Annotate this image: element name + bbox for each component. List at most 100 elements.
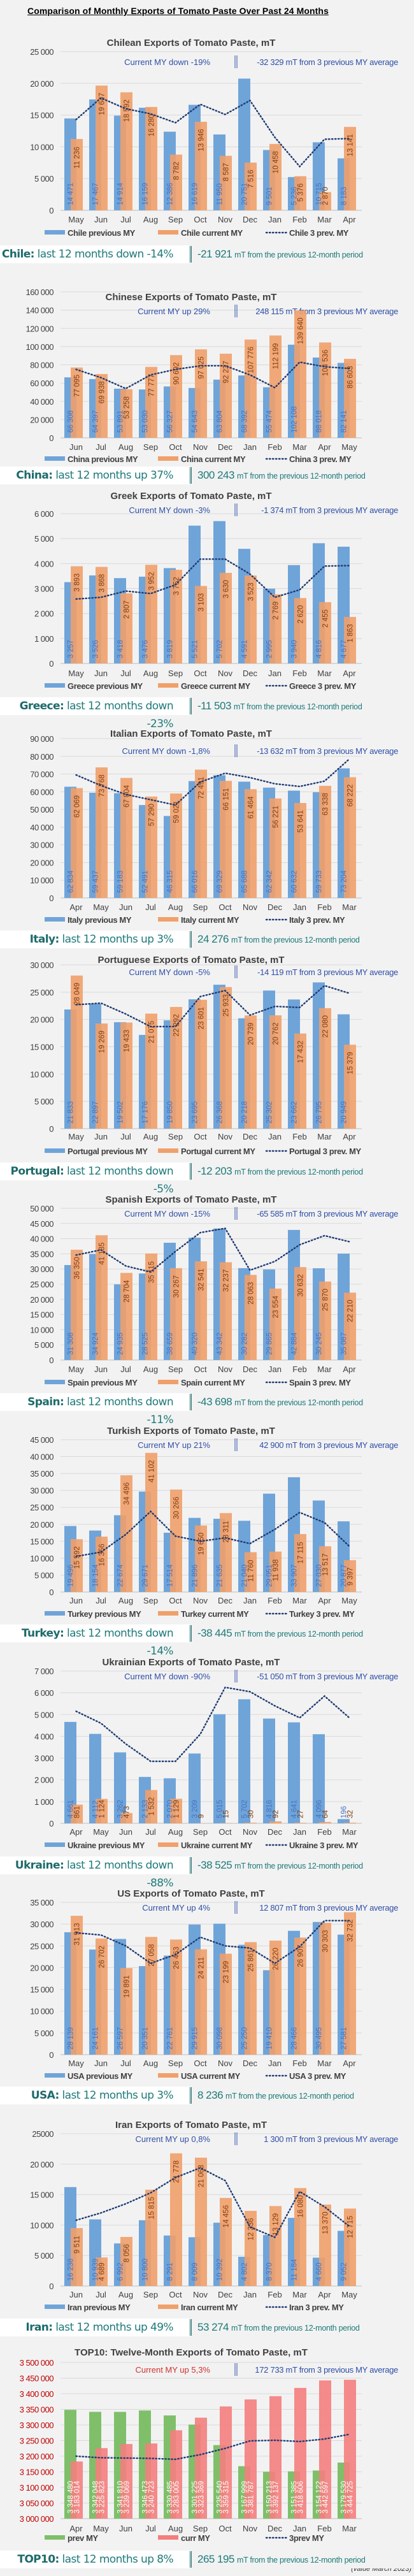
y-tick-label: 60 000 [30, 787, 54, 797]
bar-current-my [170, 793, 182, 898]
x-tick-label: Apr [343, 669, 356, 678]
bar-current-my [120, 1022, 132, 1129]
chart-panel-ukraine: Ukrainian Exports of Tomato Paste, mT 0 1 … [0, 1647, 414, 1856]
y-tick-label: 5 000 [34, 534, 54, 544]
legend-current-my: Greece current MY [158, 681, 251, 691]
x-tick-label: Jan [293, 902, 306, 912]
chart-usa: US Exports of Tomato Paste, mT 0 5 000 10 0… [30, 1888, 398, 2081]
bar-current-my [294, 310, 306, 438]
bar-current-my [220, 2197, 232, 2286]
bar-label-current: 30 303 [322, 1930, 330, 1952]
bar-label-previous: 10 800 [142, 2259, 150, 2281]
y-tick-label: 4 000 [34, 559, 54, 568]
x-tick-label: Aug [143, 2059, 158, 2068]
y-tick-label: 5 000 [34, 1340, 54, 1350]
legend-swatch [158, 230, 178, 235]
summary-unit-text: mT from the previous 12-month period [236, 2556, 366, 2565]
summary-country: Chile: [1, 248, 35, 261]
line-3prev-my [75, 1227, 350, 1273]
summary-right: -12 203 mT from the previous 12-month per… [197, 1162, 363, 1180]
y-tick-label: 20 000 [30, 79, 54, 89]
summary-right: 300 243 mT from the previous 12-month per… [197, 467, 366, 484]
bar-label-previous: 28 139 [68, 2027, 75, 2050]
bar-current-my [319, 602, 331, 663]
bar-current-my [195, 349, 207, 438]
bar-label-previous: 40 320 [192, 1333, 199, 1355]
chart-title: Ukrainian Exports of Tomato Paste, mT [103, 1657, 280, 1668]
bar-label-current: 3 103 [198, 593, 206, 612]
bar-current-my [71, 1539, 83, 1592]
bar-label-previous: 2 133 [142, 1800, 150, 1818]
bar-current-my [170, 2430, 182, 2519]
summary-country: Spain: [27, 1396, 64, 1408]
bar-label-previous: 19 850 [167, 1101, 175, 1124]
bar-label-previous: 4 816 [316, 640, 324, 658]
note-right: -14 119 mT from 3 previous MY average [257, 967, 398, 977]
bar-label-current: 66 151 [223, 788, 231, 810]
chart-chile: Chilean Exports of Tomato Paste, mT 0 5 00… [30, 38, 398, 238]
legend-current-my: Ukraine current MY [158, 1841, 253, 1850]
line-3prev-my [75, 97, 350, 168]
summary-unit-text: mT from the previous 12-month period [231, 2324, 360, 2333]
x-tick-label: Jul [120, 215, 131, 224]
x-tick-label: Aug [168, 2524, 183, 2533]
bar-label-current: 26 463 [173, 1947, 181, 1969]
summary-chile: Chile: last 12 months down -14% -21 921 mT… [0, 245, 414, 263]
bar-label-previous: 23 662 [291, 1101, 299, 1124]
bar-current-my [71, 2228, 83, 2286]
note-left: Current MY down -5% [129, 967, 210, 977]
bar-label-previous: 16 619 [192, 183, 199, 205]
bar-label-previous: 34 924 [92, 1332, 100, 1355]
x-tick-label: Nov [243, 2524, 258, 2533]
bar-current-my [96, 1798, 108, 1823]
bar-current-my [344, 1292, 356, 1360]
summary-ukraine: Ukraine: last 12 months down -88% -38 525… [0, 1856, 414, 1890]
bar-label-previous: 73 204 [341, 870, 348, 893]
summary-right: 24 276 mT from the previous 12-month peri… [197, 930, 360, 948]
y-tick-label: 35 000 [30, 1249, 54, 1259]
summary-unit-text: mT from the previous 12-month period [234, 250, 363, 259]
legend-swatch [45, 2305, 65, 2309]
y-tick-label: 3 000 [34, 584, 54, 594]
bar-current-my [96, 373, 108, 438]
bar-current-my [96, 1235, 108, 1360]
bar-label-current: 13 946 [198, 129, 206, 151]
x-tick-label: Mar [342, 902, 357, 912]
y-tick-label: 0 [49, 2050, 54, 2060]
chart-panel-iran: Iran Exports of Tomato Paste, mT 0 5 000 10… [0, 2110, 414, 2319]
summary-unit-text: mT from the previous 12-month period [231, 936, 360, 944]
bar-label-previous: 16 159 [142, 183, 150, 205]
legend-current-my: Spain current MY [158, 1378, 246, 1387]
x-tick-label: May [341, 442, 357, 452]
bar-current-my [245, 1942, 257, 2055]
legend-label: Spain current MY [181, 1378, 245, 1387]
bar-label-current: 15 379 [347, 1052, 355, 1074]
bar-label-previous: 21 896 [192, 1565, 199, 1587]
x-tick-label: May [93, 2524, 109, 2533]
bar-label-previous: 20 218 [241, 1101, 249, 1124]
bar-label-current: 9 511 [74, 2236, 82, 2254]
bar-label-previous: 69 329 [217, 871, 224, 893]
bar-label-previous: 6 992 [117, 2262, 125, 2281]
legend-3prev-my: USA 3 prev. MY [265, 2071, 346, 2081]
bar-previous-my [238, 1699, 250, 1823]
bar-label-previous: 9 501 [266, 187, 274, 205]
y-tick-label: 20 000 [30, 1015, 54, 1025]
x-tick-label: Oct [169, 2290, 182, 2299]
summary-unit-text: mT from the previous 12-month period [234, 1630, 363, 1639]
legend-current-my: Iran current MY [158, 2303, 238, 2312]
bar-current-my [344, 1560, 356, 1592]
bar-current-my [344, 777, 356, 898]
x-tick-label: Apr [69, 1827, 83, 1837]
note-right: 42 900 mT from 3 previous MY average [259, 1440, 398, 1450]
bar-label-previous: 30 282 [241, 1333, 249, 1355]
bar-label-previous: 20 351 [142, 2027, 150, 2050]
y-tick-label: 60 000 [30, 379, 54, 388]
legend-3prev-my: Portugal 3 prev. MY [265, 1147, 362, 1156]
bar-label-current: 10 458 [273, 151, 280, 173]
bar-label-previous: 46 315 [167, 871, 175, 893]
bar-label-current: 19 650 [198, 1533, 206, 1555]
bar-label-previous: 20 949 [341, 1101, 348, 1124]
y-tick-label: 80 000 [30, 752, 54, 762]
x-tick-label: Jan [293, 2524, 306, 2533]
